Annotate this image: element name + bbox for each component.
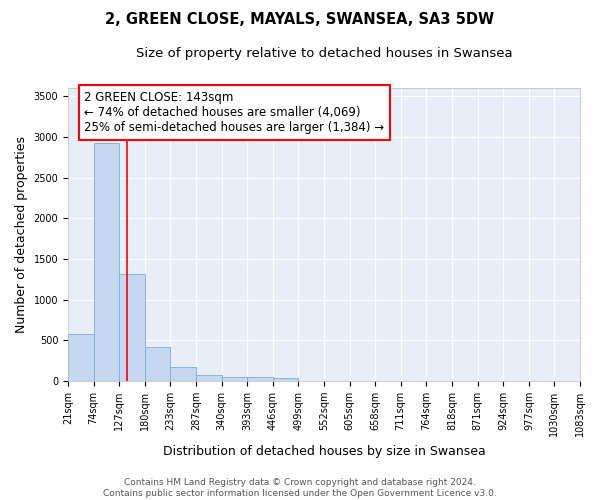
- Y-axis label: Number of detached properties: Number of detached properties: [15, 136, 28, 333]
- Bar: [145, 348, 170, 381]
- Bar: [222, 376, 247, 381]
- Text: 2 GREEN CLOSE: 143sqm
← 74% of detached houses are smaller (4,069)
25% of semi-d: 2 GREEN CLOSE: 143sqm ← 74% of detached …: [85, 92, 385, 134]
- Bar: [170, 368, 196, 381]
- Text: Contains HM Land Registry data © Crown copyright and database right 2024.
Contai: Contains HM Land Registry data © Crown c…: [103, 478, 497, 498]
- Bar: [247, 377, 273, 381]
- Text: 2, GREEN CLOSE, MAYALS, SWANSEA, SA3 5DW: 2, GREEN CLOSE, MAYALS, SWANSEA, SA3 5DW: [106, 12, 494, 28]
- Bar: [273, 378, 298, 381]
- Title: Size of property relative to detached houses in Swansea: Size of property relative to detached ho…: [136, 48, 512, 60]
- X-axis label: Distribution of detached houses by size in Swansea: Distribution of detached houses by size …: [163, 444, 485, 458]
- Bar: [119, 274, 145, 381]
- Bar: [68, 334, 94, 381]
- Bar: [94, 144, 119, 381]
- Bar: [196, 374, 222, 381]
